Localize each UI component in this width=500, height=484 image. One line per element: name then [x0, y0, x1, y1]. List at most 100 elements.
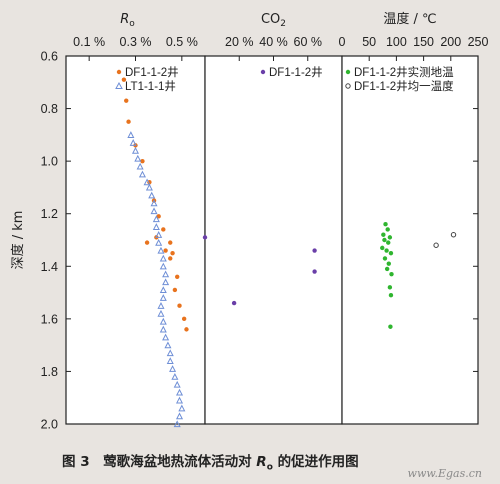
- x-tick-label: 200: [440, 35, 461, 49]
- data-point: [161, 227, 166, 232]
- data-point: [150, 207, 158, 215]
- data-point: [202, 235, 208, 240]
- data-point: [387, 235, 393, 240]
- data-point: [152, 223, 160, 230]
- data-point: [143, 178, 151, 186]
- data-point: [386, 261, 391, 266]
- data-point: [388, 324, 393, 329]
- data-point: [157, 302, 165, 309]
- x-tick-label: 0.3 %: [120, 35, 152, 49]
- series-2: [127, 131, 186, 428]
- data-point: [312, 248, 317, 253]
- data-point: [162, 333, 170, 341]
- data-point: [312, 269, 317, 274]
- legend-marker: [345, 69, 351, 75]
- series-1: [380, 222, 394, 329]
- legend-label: DF1-1-2井: [125, 65, 179, 79]
- watermark: www.Egas.cn: [407, 467, 482, 480]
- data-point: [121, 77, 127, 82]
- data-point: [126, 119, 131, 124]
- x-tick-label: 50: [362, 35, 376, 49]
- x-tick-label: 250: [468, 35, 489, 49]
- x-tick-label: 100: [386, 35, 407, 49]
- data-point: [148, 191, 156, 199]
- data-point: [382, 237, 387, 243]
- data-point: [386, 240, 391, 245]
- series-2: [433, 232, 457, 248]
- data-point: [159, 262, 167, 270]
- data-point: [170, 250, 175, 256]
- panel-frame: [204, 55, 343, 425]
- data-point: [159, 286, 167, 294]
- data-point: [381, 232, 386, 237]
- data-point: [145, 183, 153, 191]
- legend-marker: [116, 69, 122, 75]
- data-point: [166, 349, 174, 357]
- data-point: [382, 256, 388, 261]
- data-point: [383, 222, 388, 227]
- y-tick-label: 0.8: [41, 102, 58, 116]
- data-point: [384, 248, 389, 253]
- data-point: [175, 388, 184, 396]
- data-point: [177, 303, 182, 308]
- caption-suffix: 的促进作用图: [272, 454, 359, 470]
- data-point: [172, 287, 178, 293]
- data-point: [380, 245, 385, 251]
- panel-title: 温度 / ℃: [383, 11, 436, 27]
- data-point: [173, 380, 181, 388]
- data-point: [129, 139, 137, 146]
- y-tick-label: 1.6: [41, 312, 58, 326]
- data-point: [231, 300, 237, 306]
- data-point: [127, 131, 135, 138]
- y-tick-label: 0.6: [41, 50, 58, 64]
- series-1: [202, 235, 317, 306]
- data-point: [166, 357, 174, 365]
- data-point: [138, 170, 146, 178]
- y-tick-label: 1.8: [41, 365, 58, 379]
- y-tick-label: 1.0: [41, 155, 58, 169]
- data-point: [159, 294, 167, 301]
- caption-symbol-sub: o: [266, 462, 273, 473]
- data-point: [150, 199, 158, 207]
- y-tick-label: 1.2: [41, 207, 58, 221]
- x-tick-label: 0.5 %: [166, 35, 198, 49]
- data-point: [388, 293, 394, 298]
- legend-marker: [115, 81, 123, 89]
- data-point: [385, 227, 390, 232]
- data-point: [175, 396, 184, 404]
- data-point: [155, 238, 163, 246]
- x-tick-label: 20 %: [225, 35, 254, 49]
- panel-title: Ro: [120, 12, 135, 29]
- data-point: [181, 316, 187, 322]
- data-point: [134, 154, 142, 162]
- x-tick-label: 40 %: [259, 35, 288, 49]
- x-tick-label: 60 %: [294, 35, 323, 49]
- panel-2: 20 % 40 % 60 % CO2 DF1-1-2井: [202, 12, 343, 425]
- data-point: [159, 254, 167, 262]
- figure-caption: 图 3 莺歌海盆地热流体活动对 Ro 的促进作用图: [62, 450, 359, 473]
- caption-symbol: R: [256, 454, 267, 470]
- panel-frame: [341, 55, 479, 425]
- legend-marker: [260, 69, 266, 75]
- data-point: [162, 270, 170, 278]
- legend-label: DF1-1-2井: [269, 65, 323, 79]
- y-axis: 0.6 0.8 1.0 1.2 1.4 1.6 1.8 2.0 深度 / km: [10, 50, 71, 432]
- data-point: [168, 256, 173, 261]
- data-point: [433, 242, 439, 248]
- data-point: [164, 341, 172, 349]
- panel-title: CO2: [261, 12, 286, 29]
- data-point: [155, 231, 163, 238]
- data-point: [384, 266, 390, 272]
- data-point: [131, 146, 140, 154]
- data-point: [171, 373, 179, 380]
- data-point: [157, 246, 165, 254]
- data-point: [144, 240, 150, 245]
- data-point: [152, 215, 160, 223]
- data-point: [450, 232, 457, 238]
- panel-frame: [65, 55, 206, 425]
- legend-label: DF1-1-2井实测地温: [354, 65, 454, 79]
